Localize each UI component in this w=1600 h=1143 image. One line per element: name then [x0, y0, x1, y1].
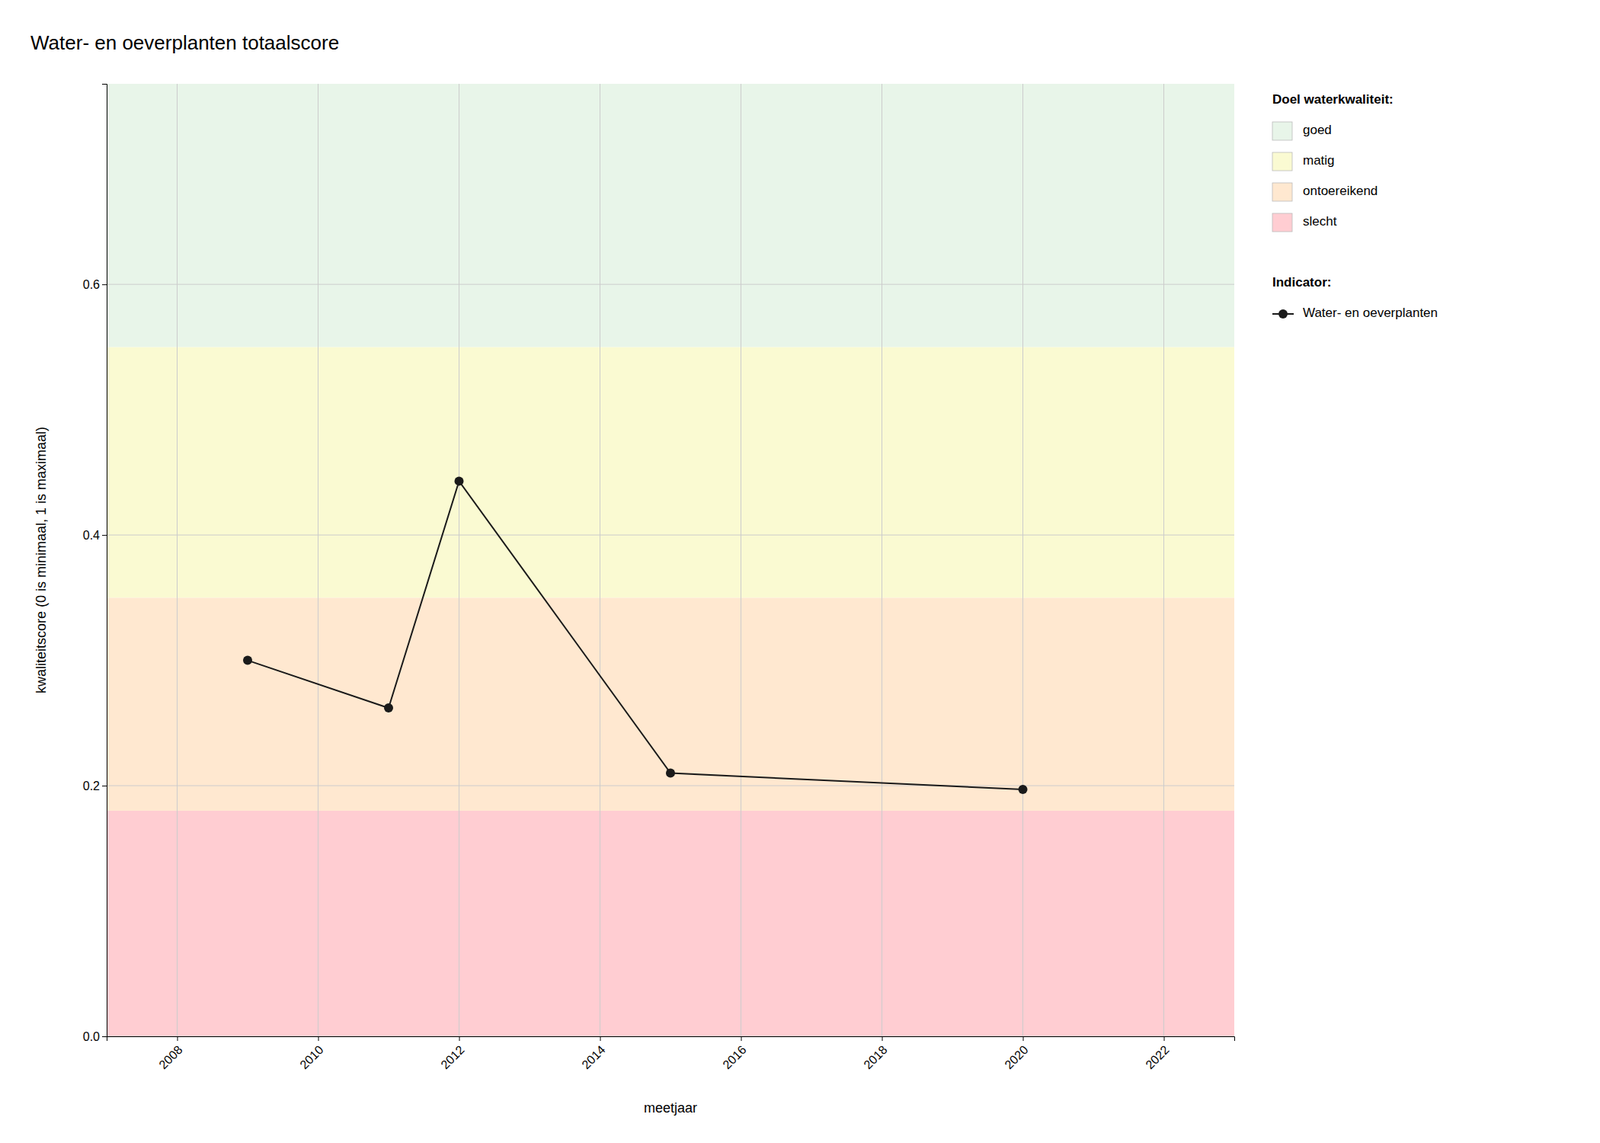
grid-line	[599, 83, 601, 1037]
band	[106, 346, 1235, 598]
tick-mark	[1023, 1036, 1024, 1041]
tick-mark	[1164, 1036, 1165, 1041]
tick-mark	[102, 1036, 107, 1037]
tick: 2008	[156, 1036, 185, 1072]
tick-label: 2010	[297, 1043, 326, 1072]
grid	[106, 83, 1235, 1037]
tick-mark	[882, 1036, 884, 1041]
tick-label: 0.2	[83, 779, 100, 793]
grid-line	[317, 83, 319, 1037]
grid-line	[1022, 83, 1024, 1037]
grid-line	[740, 83, 742, 1037]
tick-mark	[600, 1036, 602, 1041]
legend: Doel waterkwaliteit: goed matig ontoereiken…	[1272, 92, 1438, 320]
tick: 2010	[297, 1036, 326, 1072]
point	[243, 656, 253, 666]
tick-label: 2022	[1142, 1043, 1172, 1072]
point	[665, 768, 676, 778]
band	[106, 83, 1235, 347]
legend-label: goed	[1302, 122, 1332, 138]
chart: 200820102012201420162018202020220.00.20.…	[0, 0, 1600, 1143]
tick-mark	[102, 785, 107, 787]
tick-mark	[177, 1036, 179, 1041]
tick: 2018	[860, 1036, 890, 1072]
legend-heading: Indicator:	[1272, 275, 1332, 290]
markers	[243, 476, 1028, 794]
x-axis-title: meetjaar	[643, 1100, 698, 1116]
tick-label: 0.4	[83, 528, 100, 542]
grid-line	[106, 1036, 1235, 1037]
tick: 0.0	[83, 1030, 107, 1044]
tick-mark	[102, 534, 107, 536]
legend-label: ontoereikend	[1302, 183, 1378, 199]
plot: 200820102012201420162018202020220.00.20.…	[33, 83, 1236, 1116]
band	[106, 810, 1235, 1037]
tick: 2014	[579, 1036, 608, 1072]
tick: 2012	[438, 1036, 467, 1072]
bands	[106, 83, 1235, 1037]
grid-line	[881, 83, 883, 1037]
plot-area	[106, 83, 1235, 1037]
grid-line	[1163, 83, 1165, 1037]
tick-mark	[102, 284, 107, 285]
title: Water- en oeverplanten totaalscore	[30, 31, 340, 55]
grid-line	[458, 83, 460, 1037]
tick-label: 0.0	[83, 1030, 100, 1044]
grid-line	[106, 534, 1235, 536]
tick-label: 2016	[720, 1043, 749, 1072]
legend-label: Water- en oeverplanten	[1302, 305, 1438, 320]
y-axis: 0.0 0.2 0.4 0.6	[83, 84, 108, 1044]
tick: 2020	[1001, 1036, 1031, 1072]
legend-swatch	[1272, 152, 1293, 171]
x-axis: 2008 2010 2012 2014 2016 2018 2020 2022	[107, 1036, 1236, 1072]
legend-swatch	[1272, 182, 1293, 202]
point	[384, 703, 394, 713]
tick: 0.6	[83, 278, 107, 292]
tick-label: 2014	[579, 1043, 608, 1072]
tick: 0.2	[83, 779, 107, 793]
tick-mark	[318, 1036, 320, 1041]
tick-label: 0.6	[83, 278, 100, 292]
grid-line	[106, 785, 1235, 787]
tick-label: 2008	[156, 1043, 185, 1072]
line	[247, 480, 1024, 790]
grid-line	[106, 284, 1235, 285]
tick-mark	[741, 1036, 743, 1041]
tick-label: 2018	[860, 1043, 890, 1072]
point	[454, 476, 464, 486]
legend-label: matig	[1302, 153, 1335, 168]
tick-label: 2020	[1001, 1043, 1031, 1072]
legend-marker	[1278, 309, 1288, 319]
legend-heading: Doel waterkwaliteit:	[1272, 92, 1394, 107]
point	[1018, 784, 1028, 794]
axis-line	[102, 84, 108, 1037]
band	[106, 597, 1235, 811]
legend-swatch	[1272, 213, 1293, 232]
legend-swatch	[1272, 121, 1293, 141]
tick-label: 2012	[438, 1043, 467, 1072]
y-axis-title: kwaliteitscore (0 is minimaal, 1 is maxi…	[33, 426, 49, 694]
tick: 2016	[720, 1036, 749, 1072]
grid-line	[176, 83, 178, 1037]
tick-mark	[459, 1036, 461, 1041]
tick: 0.4	[83, 528, 107, 542]
tick: 2022	[1142, 1036, 1172, 1072]
axis-line	[107, 1036, 1236, 1042]
legend-label: slecht	[1302, 214, 1338, 229]
